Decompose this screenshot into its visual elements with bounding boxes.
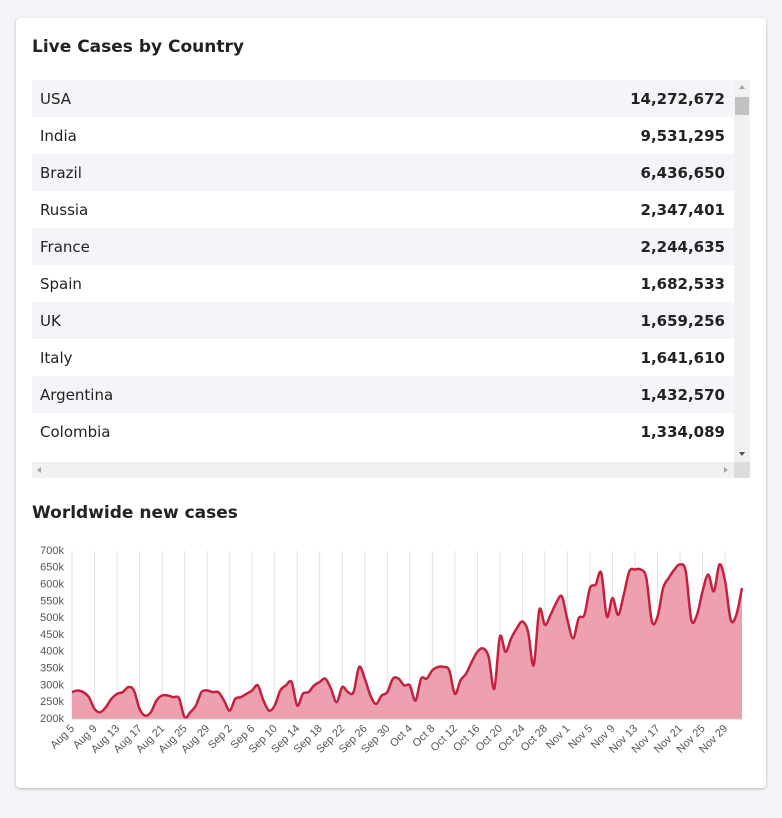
case-count: 2,347,401 [640, 200, 725, 219]
case-count: 9,531,295 [640, 126, 725, 145]
country-name: Argentina [40, 385, 114, 404]
case-count: 6,436,650 [640, 163, 725, 182]
country-name: Italy [40, 348, 73, 367]
y-tick-label: 700k [40, 545, 64, 557]
table-row: India 9,531,295 [32, 117, 734, 154]
country-name: Spain [40, 274, 82, 293]
case-count: 2,244,635 [640, 237, 725, 256]
case-count: 1,334,089 [640, 422, 725, 441]
vertical-scrollbar[interactable] [734, 80, 750, 462]
horizontal-scrollbar[interactable] [32, 462, 734, 478]
y-tick-label: 650k [40, 562, 64, 574]
table-row: France 2,244,635 [32, 228, 734, 265]
scroll-arrows [37, 467, 728, 473]
case-count: 1,641,610 [640, 348, 725, 367]
country-name: UK [40, 311, 61, 330]
case-count: 14,272,672 [630, 89, 725, 108]
country-name: India [40, 126, 77, 145]
table-row: Spain 1,682,533 [32, 265, 734, 302]
table-row: USA 14,272,672 [32, 80, 734, 117]
country-name: Colombia [40, 422, 111, 441]
table-row: Russia 2,347,401 [32, 191, 734, 228]
case-count: 1,659,256 [640, 311, 725, 330]
x-tick-label: Nov 1 [544, 723, 573, 752]
y-tick-label: 350k [40, 663, 64, 675]
scroll-arrows [739, 85, 745, 456]
table-row: UK 1,659,256 [32, 302, 734, 339]
x-tick-label: Sep 2 [206, 723, 235, 752]
table-row: Brazil 6,436,650 [32, 154, 734, 191]
line [71, 563, 744, 720]
country-name: Brazil [40, 163, 82, 182]
scroll-thumb[interactable] [735, 97, 749, 115]
x-tick-label: Oct 4 [388, 723, 415, 750]
y-tick-label: 250k [40, 696, 64, 708]
y-tick-label: 400k [40, 646, 64, 658]
scroll-corner [734, 462, 750, 478]
country-name: USA [40, 89, 72, 108]
country-name: France [40, 237, 90, 256]
y-tick-label: 300k [40, 679, 64, 691]
table-row: Colombia 1,334,089 [32, 413, 734, 450]
table-row: Argentina 1,432,570 [32, 376, 734, 413]
country-name: Russia [40, 200, 89, 219]
country-table: USA 14,272,672 India 9,531,295 Brazil 6,436,6… [32, 80, 734, 450]
y-tick-label: 500k [40, 612, 64, 624]
y-tick-label: 200k [40, 713, 64, 725]
chart-title: Worldwide new cases [32, 503, 238, 523]
y-tick-label: 600k [40, 579, 64, 591]
x-tick-label: Nov 5 [566, 723, 595, 752]
table-title: Live Cases by Country [32, 37, 244, 57]
case-count: 1,682,533 [640, 274, 725, 293]
x-tick-label: Aug 5 [48, 723, 77, 752]
y-tick-label: 450k [40, 629, 64, 641]
area [72, 564, 742, 719]
case-count: 1,432,570 [640, 385, 725, 404]
y-tick-label: 550k [40, 595, 64, 607]
table-row: Italy 1,641,610 [32, 339, 734, 376]
